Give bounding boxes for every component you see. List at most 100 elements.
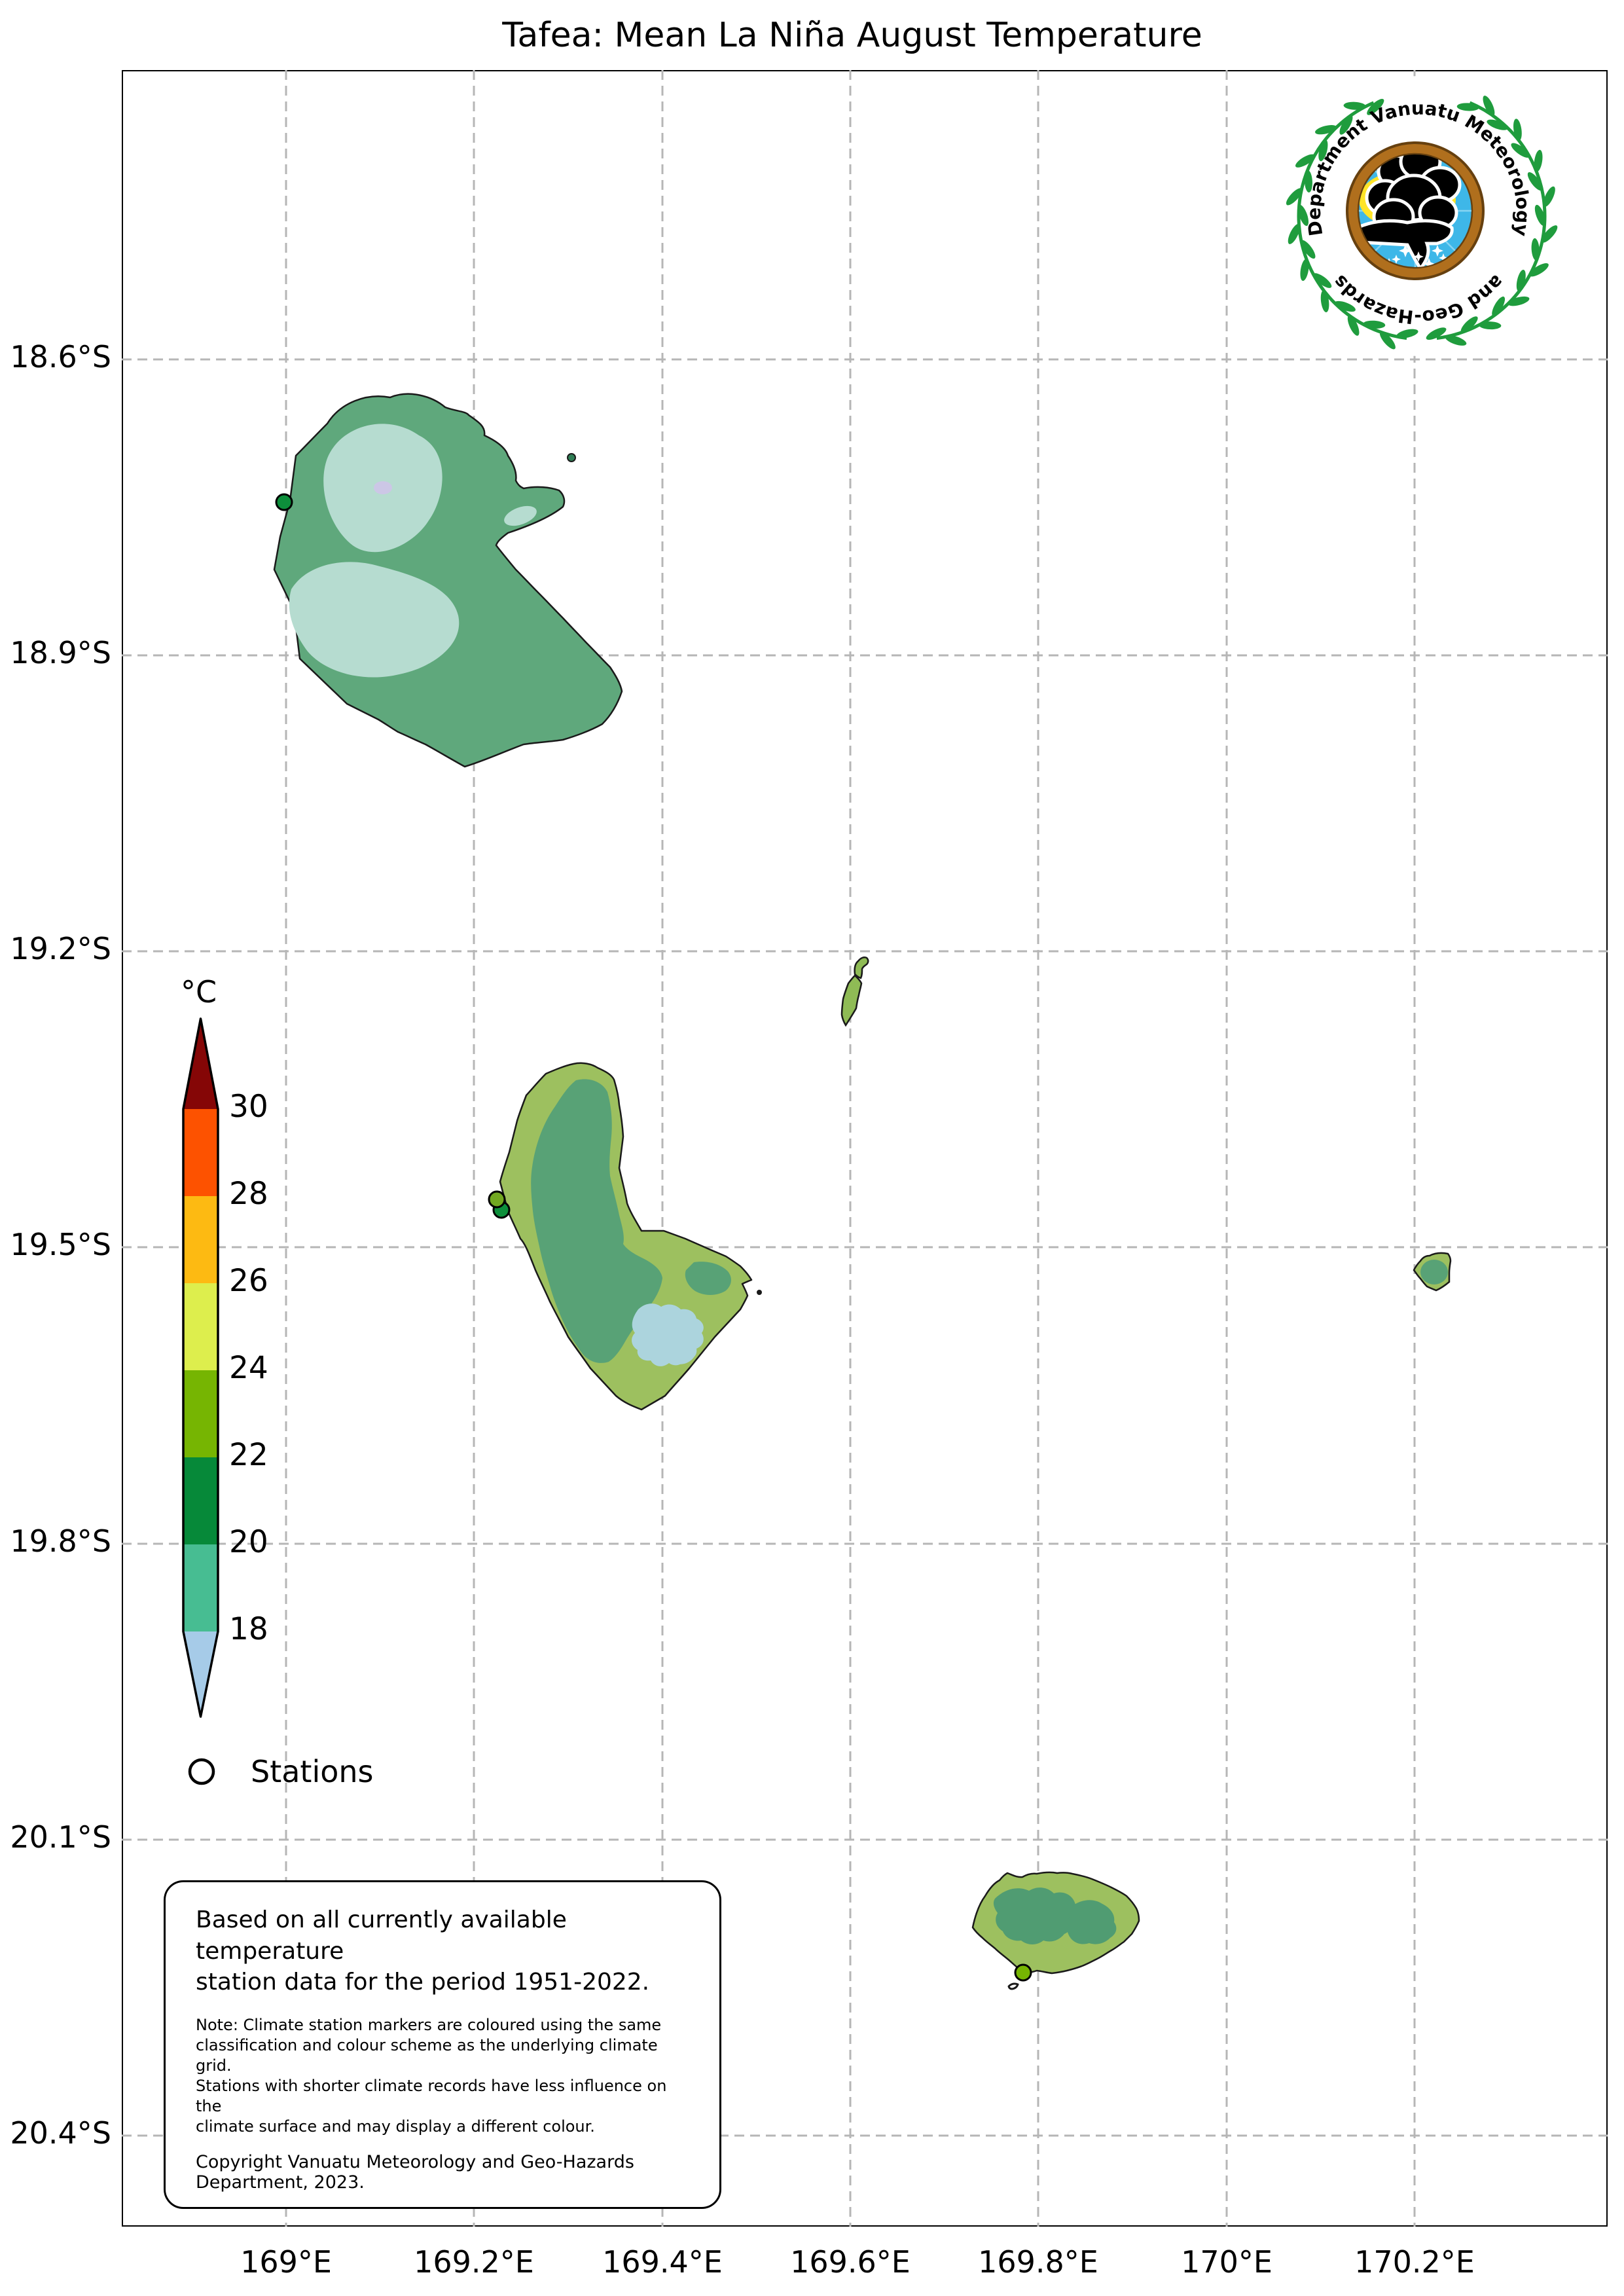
x-tick-label: 170.2°E bbox=[1354, 2244, 1475, 2280]
text-line: climate surface and may display a differ… bbox=[196, 2117, 595, 2136]
colorbar-seg bbox=[183, 1457, 218, 1544]
island-aniwa-hook bbox=[854, 956, 869, 979]
station-marker bbox=[275, 493, 293, 511]
laurel-leaf bbox=[1483, 96, 1495, 117]
laurel-leaf bbox=[1367, 98, 1384, 115]
colorbar-seg bbox=[183, 1283, 218, 1370]
star-icon bbox=[1439, 253, 1448, 263]
island-aneityum-midland bbox=[993, 1887, 1076, 1944]
y-tick-label: 20.1°S bbox=[10, 1819, 111, 1855]
stations-legend-marker bbox=[188, 1758, 215, 1785]
island-futuna-midland bbox=[1420, 1260, 1448, 1285]
laurel-leaf bbox=[1286, 188, 1303, 206]
colorbar-tick: 22 bbox=[229, 1437, 268, 1473]
star-icon bbox=[1399, 244, 1412, 257]
laurel-leaf bbox=[1339, 115, 1353, 135]
laurel-wreath-right bbox=[1426, 96, 1558, 346]
x-tick-label: 169.4°E bbox=[602, 2244, 723, 2280]
laurel-leaf bbox=[1527, 172, 1543, 191]
colorbar-seg bbox=[183, 1544, 218, 1631]
island-erromango-highland bbox=[504, 505, 537, 526]
info-heading: Based on all currently available tempera… bbox=[196, 1904, 689, 1998]
laurel-leaf bbox=[1492, 296, 1506, 317]
laurel-leaf bbox=[1460, 316, 1478, 333]
colorbar-seg bbox=[183, 1196, 218, 1283]
island-aneityum bbox=[971, 1871, 1140, 1990]
info-box: Based on all currently available tempera… bbox=[164, 1880, 721, 2209]
laurel-leaf bbox=[1301, 240, 1316, 259]
colorbar bbox=[182, 1017, 219, 1718]
laurel-leaf bbox=[1379, 331, 1396, 350]
laurel-leaf bbox=[1315, 125, 1337, 135]
text-line: station data for the period 1951-2022. bbox=[196, 1969, 650, 1996]
vmgd-logo: Department Vanuatu Meteorology and Geo-H… bbox=[1282, 76, 1562, 356]
colorbar-seg bbox=[183, 1109, 218, 1196]
colorbar-tick: 20 bbox=[229, 1524, 268, 1560]
page-title: Tafea: Mean La Niña August Temperature bbox=[502, 16, 1202, 55]
island-aneityum-midland bbox=[1066, 1900, 1117, 1944]
x-tick-label: 170°E bbox=[1181, 2244, 1272, 2280]
y-tick-label: 19.2°S bbox=[10, 931, 111, 966]
colorbar-tick: 24 bbox=[229, 1350, 268, 1386]
star-icon bbox=[1413, 251, 1424, 262]
colorbar-outline bbox=[182, 1017, 219, 1718]
island-erromango-highland bbox=[289, 562, 460, 678]
laurel-stem bbox=[1297, 101, 1407, 340]
island-aniwa-land bbox=[840, 974, 863, 1027]
islet-near-aneityum bbox=[1007, 1982, 1019, 1990]
laurel-leaf bbox=[1529, 263, 1549, 277]
star-icon bbox=[1423, 258, 1435, 267]
y-tick-label: 18.6°S bbox=[10, 339, 111, 374]
laurel-leaf bbox=[1541, 225, 1558, 243]
island-futuna bbox=[1413, 1252, 1452, 1292]
info-copyright: Copyright Vanuatu Meteorology and Geo-Ha… bbox=[196, 2151, 634, 2193]
laurel-leaf bbox=[1288, 223, 1301, 244]
laurel-leaf bbox=[1511, 143, 1530, 158]
map-frame bbox=[122, 70, 1608, 2227]
star-icon bbox=[1432, 245, 1443, 257]
laurel-leaf bbox=[1487, 119, 1508, 130]
laurel-leaf bbox=[1543, 186, 1555, 207]
island-tanna-peak bbox=[674, 1346, 696, 1364]
colorbar-seg bbox=[183, 1370, 218, 1457]
laurel-wreath-left bbox=[1286, 98, 1418, 350]
colorbar-tick: 18 bbox=[229, 1611, 268, 1647]
islet-near-tanna bbox=[757, 1290, 762, 1295]
station-markers bbox=[275, 493, 1032, 1982]
colorbar-seg-above bbox=[183, 1019, 218, 1109]
island-erromango bbox=[273, 393, 623, 768]
island-tanna-midland bbox=[531, 1079, 662, 1363]
y-tick-label: 19.5°S bbox=[10, 1227, 111, 1262]
y-tick-label: 18.9°S bbox=[10, 635, 111, 670]
laurel-stem bbox=[1436, 101, 1547, 340]
gridlines bbox=[122, 70, 1608, 2227]
colorbar-unit: °C bbox=[181, 974, 217, 1010]
x-tick-label: 169°E bbox=[240, 2244, 332, 2280]
laurel-leaf bbox=[1334, 301, 1356, 312]
station-marker bbox=[1014, 1963, 1032, 1982]
island-tanna-midland bbox=[685, 1262, 731, 1295]
island-tanna bbox=[499, 1062, 762, 1411]
island-erromango-snow-patch bbox=[374, 481, 392, 494]
laurel-leaf bbox=[1426, 327, 1447, 340]
laurel-leaf bbox=[1534, 204, 1546, 227]
text-line: Note: Climate station markers are colour… bbox=[196, 2015, 662, 2034]
laurel-leaf bbox=[1295, 154, 1315, 168]
station-marker bbox=[488, 1190, 506, 1209]
laurel-leaf bbox=[1300, 259, 1309, 282]
y-tick-label: 19.8°S bbox=[10, 1523, 111, 1559]
islet-near-erromango bbox=[567, 453, 576, 462]
x-tick-label: 169.2°E bbox=[414, 2244, 534, 2280]
star-icon bbox=[1392, 255, 1401, 264]
colorbar-seg-below bbox=[183, 1631, 218, 1717]
laurel-leaf bbox=[1445, 335, 1467, 346]
colorbar-tick: 26 bbox=[229, 1263, 268, 1299]
vmgd-cloud bbox=[1359, 155, 1462, 267]
text-line: classification and colour scheme as the … bbox=[196, 2035, 658, 2075]
text-line: Stations with shorter climate records ha… bbox=[196, 2077, 667, 2116]
colorbar-tick: 28 bbox=[229, 1176, 268, 1212]
laurel-leaf bbox=[1507, 296, 1530, 306]
laurel-leaf bbox=[1534, 149, 1543, 172]
